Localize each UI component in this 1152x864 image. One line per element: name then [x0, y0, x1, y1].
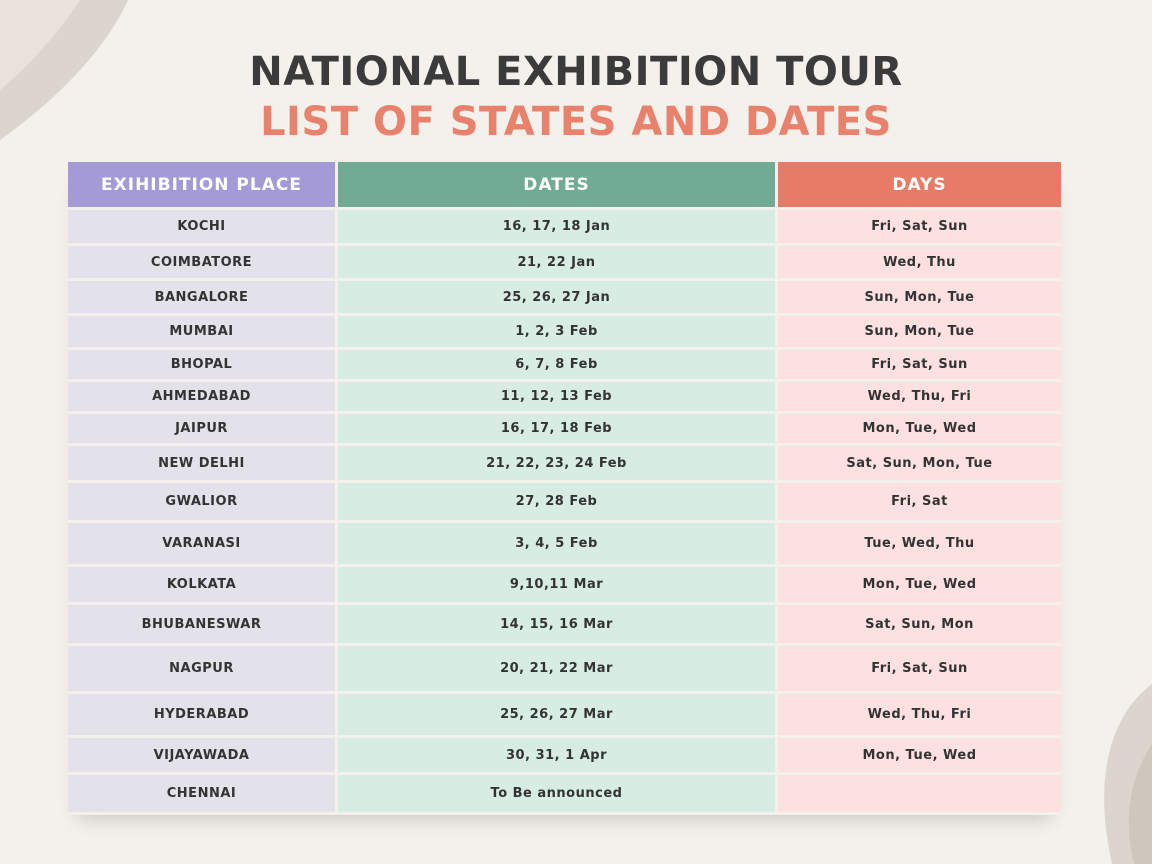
header-exhibition-place: EXIHIBITION PLACE: [68, 162, 338, 210]
dates-cell: 16, 17, 18 Jan: [338, 210, 778, 246]
header-days: DAYS: [778, 162, 1061, 210]
dates-cell: 21, 22, 23, 24 Feb: [338, 446, 778, 483]
table-row: BHUBANESWAR 14, 15, 16 Mar Sat, Sun, Mon: [68, 605, 1061, 646]
table-row: BANGALORE 25, 26, 27 Jan Sun, Mon, Tue: [68, 281, 1061, 316]
title-block: NATIONAL EXHIBITION TOUR LIST OF STATES …: [0, 48, 1152, 148]
place-cell: AHMEDABAD: [68, 382, 338, 414]
place-cell: NEW DELHI: [68, 446, 338, 483]
days-cell: Sat, Sun, Mon: [778, 605, 1061, 646]
dates-cell: 20, 21, 22 Mar: [338, 646, 778, 694]
table-body: KOCHI 16, 17, 18 Jan Fri, Sat, Sun COIMBATO…: [68, 210, 1061, 815]
days-cell: Mon, Tue, Wed: [778, 738, 1061, 775]
dates-cell: 25, 26, 27 Jan: [338, 281, 778, 316]
days-cell: Sun, Mon, Tue: [778, 316, 1061, 350]
place-cell: GWALIOR: [68, 483, 338, 523]
table-row: MUMBAI 1, 2, 3 Feb Sun, Mon, Tue: [68, 316, 1061, 350]
dates-cell: 21, 22 Jan: [338, 246, 778, 281]
days-cell: Fri, Sat, Sun: [778, 350, 1061, 382]
page-title: NATIONAL EXHIBITION TOUR: [249, 49, 903, 95]
table-row: AHMEDABAD 11, 12, 13 Feb Wed, Thu, Fri: [68, 382, 1061, 414]
place-cell: KOLKATA: [68, 567, 338, 605]
days-cell: Fri, Sat, Sun: [778, 210, 1061, 246]
days-cell: Sat, Sun, Mon, Tue: [778, 446, 1061, 483]
place-cell: MUMBAI: [68, 316, 338, 350]
days-cell: Sun, Mon, Tue: [778, 281, 1061, 316]
dates-cell: To Be announced: [338, 775, 778, 815]
decorative-leaf-bottom-right: [1104, 684, 1152, 864]
dates-cell: 1, 2, 3 Feb: [338, 316, 778, 350]
dates-cell: 6, 7, 8 Feb: [338, 350, 778, 382]
dates-cell: 9,10,11 Mar: [338, 567, 778, 605]
table-row: VARANASI 3, 4, 5 Feb Tue, Wed, Thu: [68, 523, 1061, 567]
dates-cell: 25, 26, 27 Mar: [338, 694, 778, 738]
table-row: HYDERABAD 25, 26, 27 Mar Wed, Thu, Fri: [68, 694, 1061, 738]
table-row: KOLKATA 9,10,11 Mar Mon, Tue, Wed: [68, 567, 1061, 605]
table-row: NEW DELHI 21, 22, 23, 24 Feb Sat, Sun, Mon…: [68, 446, 1061, 483]
exhibition-table: EXIHIBITION PLACE DATES DAYS KOCHI 16, 17…: [68, 162, 1061, 815]
dates-cell: 14, 15, 16 Mar: [338, 605, 778, 646]
table-row: KOCHI 16, 17, 18 Jan Fri, Sat, Sun: [68, 210, 1061, 246]
days-cell: Fri, Sat: [778, 483, 1061, 523]
place-cell: BHOPAL: [68, 350, 338, 382]
place-cell: COIMBATORE: [68, 246, 338, 281]
table-row: JAIPUR 16, 17, 18 Feb Mon, Tue, Wed: [68, 414, 1061, 446]
dates-cell: 3, 4, 5 Feb: [338, 523, 778, 567]
header-dates: DATES: [338, 162, 778, 210]
place-cell: VIJAYAWADA: [68, 738, 338, 775]
page-subtitle: LIST OF STATES AND DATES: [260, 99, 892, 145]
days-cell: Wed, Thu: [778, 246, 1061, 281]
table-row: NAGPUR 20, 21, 22 Mar Fri, Sat, Sun: [68, 646, 1061, 694]
table-row: COIMBATORE 21, 22 Jan Wed, Thu: [68, 246, 1061, 281]
place-cell: VARANASI: [68, 523, 338, 567]
dates-cell: 16, 17, 18 Feb: [338, 414, 778, 446]
dates-cell: 27, 28 Feb: [338, 483, 778, 523]
place-cell: KOCHI: [68, 210, 338, 246]
days-cell: Tue, Wed, Thu: [778, 523, 1061, 567]
place-cell: BANGALORE: [68, 281, 338, 316]
place-cell: NAGPUR: [68, 646, 338, 694]
dates-cell: 11, 12, 13 Feb: [338, 382, 778, 414]
days-cell: Wed, Thu, Fri: [778, 382, 1061, 414]
table-row: CHENNAI To Be announced: [68, 775, 1061, 815]
table-header-row: EXIHIBITION PLACE DATES DAYS: [68, 162, 1061, 210]
days-cell: Mon, Tue, Wed: [778, 567, 1061, 605]
place-cell: JAIPUR: [68, 414, 338, 446]
place-cell: HYDERABAD: [68, 694, 338, 738]
days-cell: Mon, Tue, Wed: [778, 414, 1061, 446]
table-row: BHOPAL 6, 7, 8 Feb Fri, Sat, Sun: [68, 350, 1061, 382]
place-cell: CHENNAI: [68, 775, 338, 815]
days-cell: [778, 775, 1061, 815]
place-cell: BHUBANESWAR: [68, 605, 338, 646]
table-row: GWALIOR 27, 28 Feb Fri, Sat: [68, 483, 1061, 523]
days-cell: Fri, Sat, Sun: [778, 646, 1061, 694]
dates-cell: 30, 31, 1 Apr: [338, 738, 778, 775]
days-cell: Wed, Thu, Fri: [778, 694, 1061, 738]
table-row: VIJAYAWADA 30, 31, 1 Apr Mon, Tue, Wed: [68, 738, 1061, 775]
